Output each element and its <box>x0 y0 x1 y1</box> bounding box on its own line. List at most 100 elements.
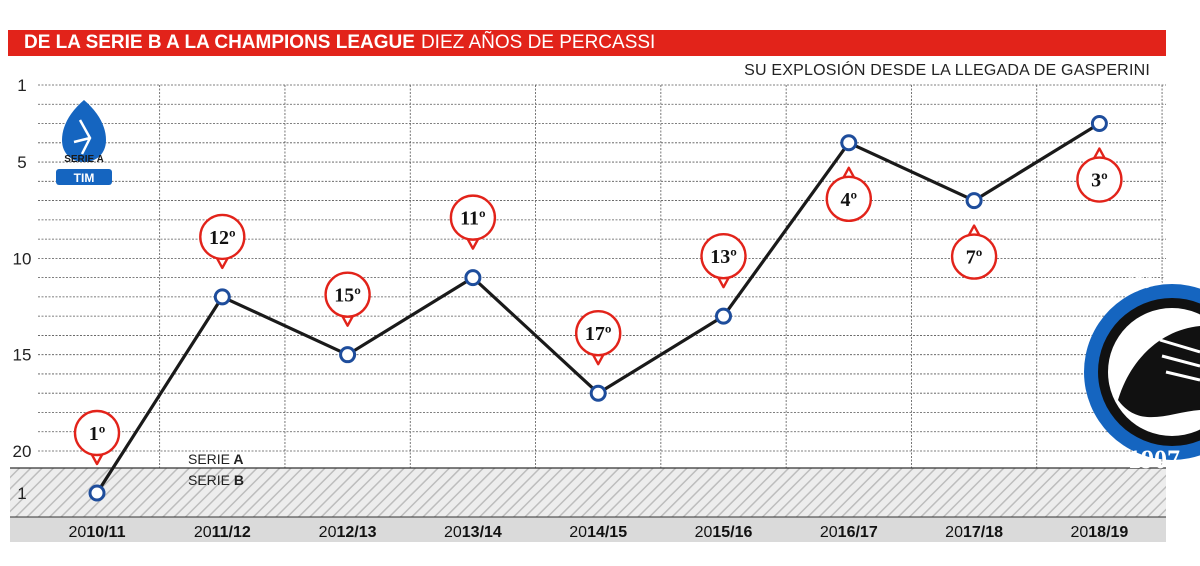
position-badge: 13º <box>700 232 747 289</box>
position-badge: 11º <box>449 194 497 250</box>
badge-join <box>217 252 228 257</box>
atalanta-logo-year: 1907 <box>1128 445 1180 474</box>
position-marker <box>339 346 357 364</box>
serie-a-logo-text: SERIE A <box>64 154 104 165</box>
position-marker <box>715 307 732 325</box>
position-badges: 1º 12º 15º 11º 17º 13º 4º 7º 3º <box>73 147 1123 466</box>
position-marker <box>213 288 231 306</box>
badge-label: 15º <box>334 285 361 307</box>
x-tick-suffix: 16/17 <box>838 524 878 541</box>
serie-a-mark-icon <box>73 119 92 155</box>
chart-title-secondary: DIEZ AÑOS DE PERCASSI <box>420 32 656 53</box>
x-tick-prefix: 20 <box>194 524 212 541</box>
x-tick-prefix: 20 <box>319 524 337 541</box>
badge-label: 7º <box>966 247 983 269</box>
position-marker <box>88 484 106 502</box>
badge-circle <box>73 409 121 457</box>
serie-b-area <box>10 468 1166 517</box>
x-tick-suffix: 12/13 <box>336 524 376 541</box>
badge-circle <box>1076 156 1123 203</box>
x-axis: 2010/11 2011/12 2012/13 2013/14 2014/15 2015/… <box>10 516 1166 542</box>
position-badge: 12º <box>199 213 246 270</box>
position-badge: 7º <box>950 224 998 280</box>
position-badge: 3º <box>1076 147 1123 203</box>
badge-circle <box>575 310 622 357</box>
chart-title: DE LA SERIE B A LA CHAMPIONS LEAGUE <box>24 32 415 53</box>
serie-a-ball-icon <box>62 100 106 162</box>
y-tick-label: 1 <box>17 76 26 95</box>
position-badge: 1º <box>73 409 121 466</box>
position-line <box>95 122 1101 494</box>
badge-join <box>593 349 604 354</box>
series-markers <box>88 115 1108 502</box>
series-line <box>95 122 1101 494</box>
atalanta-hair-icon <box>1159 338 1200 382</box>
position-badge: 17º <box>575 310 622 366</box>
x-tick-prefix: 20 <box>1070 524 1088 541</box>
x-tick-label: 2016/17 <box>820 524 878 541</box>
serie-a-sponsor-text: TIM <box>74 171 95 185</box>
badge-circle <box>700 232 747 280</box>
serie-b-band-letter: B <box>230 472 244 488</box>
x-tick-suffix: 13/14 <box>462 524 502 541</box>
badge-join <box>969 236 980 241</box>
badge-circle <box>199 213 246 261</box>
position-marker <box>1090 115 1108 133</box>
badge-label: 17º <box>585 323 612 345</box>
x-tick-suffix: 17/18 <box>963 524 1003 541</box>
x-tick-prefix: 20 <box>945 524 963 541</box>
badge-circle <box>950 233 998 280</box>
serie-a-band-letter: A <box>230 451 243 467</box>
x-tick-prefix: 20 <box>695 524 713 541</box>
y-tick-label: 10 <box>13 249 32 268</box>
x-tick-label: 2012/13 <box>319 524 377 541</box>
x-tick-suffix: 10/11 <box>86 524 125 541</box>
x-tick-prefix: 20 <box>444 524 462 541</box>
atalanta-head-icon <box>1118 326 1200 418</box>
serie-a-logo: SERIE A TIM <box>56 100 112 185</box>
chart-title-bar: DE LA SERIE B A LA CHAMPIONS LEAGUE DIEZ … <box>8 30 1166 56</box>
badge-join <box>1094 159 1105 164</box>
badge-join <box>92 449 102 453</box>
x-tick-prefix: 20 <box>569 524 587 541</box>
serie-a-sponsor-bg <box>56 169 112 185</box>
badge-join <box>718 272 729 277</box>
badge-circle <box>324 271 371 318</box>
x-tick-label: 2015/16 <box>695 524 753 541</box>
position-badge: 15º <box>324 271 371 327</box>
serie-a-band-prefix: SERIE <box>188 451 230 467</box>
x-tick-suffix: 18/19 <box>1088 524 1128 541</box>
position-badge: 4º <box>825 166 872 222</box>
position-marker <box>589 384 607 402</box>
badge-label: 1º <box>89 423 106 445</box>
x-tick-label: 2018/19 <box>1070 524 1128 541</box>
badge-label: 13º <box>710 246 737 268</box>
x-tick-label: 2013/14 <box>444 524 502 541</box>
atalanta-logo: ATALANTA 1907 <box>1084 245 1200 474</box>
badge-label: 4º <box>840 189 857 211</box>
y-tick-label-serie-b: 1 <box>17 484 26 503</box>
badge-circle <box>449 194 497 241</box>
serie-b-band-label: SERIE B <box>188 472 244 488</box>
x-tick-label: 2011/12 <box>194 524 251 541</box>
x-tick-label: 2017/18 <box>945 524 1003 541</box>
serie-a-band-label: SERIE A <box>188 451 244 467</box>
x-tick-suffix: 15/16 <box>712 524 752 541</box>
badge-join <box>342 310 353 315</box>
position-marker <box>965 192 983 210</box>
badge-label: 3º <box>1091 170 1108 192</box>
x-tick-label: 2010/11 <box>69 524 126 541</box>
x-tick-suffix: 14/15 <box>587 524 627 541</box>
x-tick-suffix: 11/12 <box>212 524 251 541</box>
position-marker <box>840 134 858 152</box>
y-tick-label: 20 <box>13 442 32 461</box>
badge-join <box>843 178 854 183</box>
position-marker <box>464 269 482 287</box>
badge-label: 11º <box>460 208 486 230</box>
x-tick-label: 2014/15 <box>569 524 627 541</box>
y-tick-label: 5 <box>17 153 26 172</box>
badge-label: 12º <box>209 227 236 249</box>
